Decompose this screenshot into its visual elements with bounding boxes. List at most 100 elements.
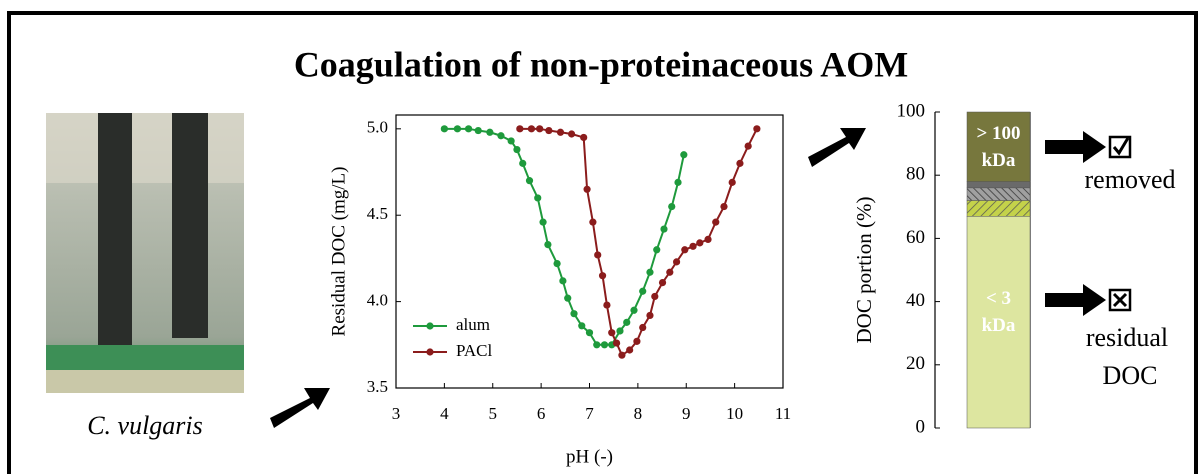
- data-point: [527, 125, 536, 133]
- segment-label: > 100 kDa: [976, 122, 1021, 171]
- frame: [7, 11, 1198, 474]
- plot-frame: [395, 114, 784, 389]
- data-point: [600, 341, 609, 349]
- data-point: [507, 137, 515, 145]
- data-point: [536, 125, 544, 133]
- data-point: [583, 185, 591, 193]
- y-tick-label: 60: [906, 227, 925, 248]
- data-point: [616, 327, 624, 335]
- annotation: residual: [1086, 323, 1168, 352]
- data-point: [623, 318, 631, 326]
- data-point: [578, 322, 586, 330]
- data-point: [639, 287, 647, 295]
- data-point: [660, 225, 668, 233]
- y-axis-label: DOC portion (%): [852, 197, 876, 344]
- check-box: [1108, 135, 1132, 159]
- bar-segment: [966, 216, 1031, 429]
- data-point: [626, 346, 634, 354]
- data-point: [689, 242, 697, 250]
- data-point: [646, 311, 654, 320]
- x-tick-label: 7: [585, 404, 594, 423]
- data-point: [612, 339, 621, 347]
- legend-marker: [426, 348, 434, 356]
- x-tick-label: 10: [726, 404, 743, 423]
- data-point: [564, 294, 572, 302]
- x-tick-label: 6: [537, 404, 546, 423]
- y-tick-label: 40: [906, 290, 925, 311]
- data-point: [630, 306, 638, 314]
- data-point: [680, 151, 688, 159]
- data-point: [585, 329, 594, 337]
- photo: [46, 113, 244, 393]
- annotation: removed: [1085, 165, 1176, 194]
- segment-label: < 3 kDa: [981, 288, 1016, 337]
- data-point: [744, 142, 752, 150]
- data-point: [497, 132, 505, 140]
- y-axis-label: Residual DOC (mg/L): [328, 167, 349, 337]
- data-point: [570, 310, 578, 318]
- data-point: [559, 277, 567, 285]
- cross-box: [1108, 288, 1132, 312]
- data-point: [603, 301, 611, 309]
- data-point: [568, 130, 576, 138]
- data-point: [545, 126, 553, 135]
- data-point: [668, 202, 676, 211]
- data-point: [474, 126, 482, 135]
- data-point: [646, 268, 654, 276]
- data-point: [589, 218, 597, 226]
- legend-label: alum: [456, 315, 490, 334]
- data-point: [519, 159, 527, 167]
- bar-segment: [966, 181, 1031, 189]
- x-tick-label: 3: [392, 404, 401, 423]
- arrows: [270, 128, 1106, 428]
- data-point: [658, 279, 667, 287]
- y-tick-label: 4.5: [367, 204, 388, 223]
- y-tick-label: 100: [897, 100, 926, 121]
- data-point: [544, 240, 552, 249]
- data-point: [516, 125, 524, 133]
- data-point: [728, 178, 736, 186]
- series-line: [444, 127, 685, 346]
- bar-segment: [966, 187, 1031, 201]
- data-point: [653, 246, 661, 254]
- data-point: [633, 337, 641, 345]
- data-point: [486, 128, 494, 136]
- data-point: [453, 125, 462, 133]
- data-point: [593, 341, 601, 349]
- data-point: [608, 329, 616, 337]
- y-tick-label: 4.0: [367, 291, 388, 310]
- data-point: [704, 235, 712, 244]
- y-tick-label: 5.0: [367, 118, 388, 137]
- data-point: [513, 145, 521, 154]
- data-point: [618, 351, 626, 359]
- data-point: [639, 323, 647, 332]
- legend-label: PACl: [456, 341, 493, 360]
- annotation: DOC: [1103, 361, 1158, 390]
- data-point: [720, 202, 728, 211]
- data-point: [651, 292, 659, 301]
- y-tick-label: 3.5: [367, 377, 388, 396]
- data-point: [534, 194, 542, 202]
- data-point: [672, 258, 681, 266]
- data-point: [553, 259, 561, 268]
- x-tick-label: 5: [489, 404, 498, 423]
- y-tick-label: 20: [906, 353, 925, 374]
- bar-segment: [966, 200, 1031, 217]
- series-line: [519, 127, 758, 357]
- data-point: [580, 133, 588, 142]
- x-tick-label: 8: [634, 404, 643, 423]
- data-point: [674, 178, 682, 186]
- x-tick-label: 9: [682, 404, 691, 423]
- data-point: [525, 177, 534, 185]
- bar-segment: [966, 111, 1031, 182]
- data-point: [666, 268, 674, 276]
- data-point: [464, 125, 473, 133]
- y-tick-label: 0: [916, 416, 926, 437]
- data-point: [539, 218, 547, 226]
- title: Coagulation of non-proteinaceous AOM: [294, 44, 908, 84]
- data-point: [753, 125, 761, 133]
- data-point: [598, 272, 607, 280]
- data-point: [736, 159, 744, 167]
